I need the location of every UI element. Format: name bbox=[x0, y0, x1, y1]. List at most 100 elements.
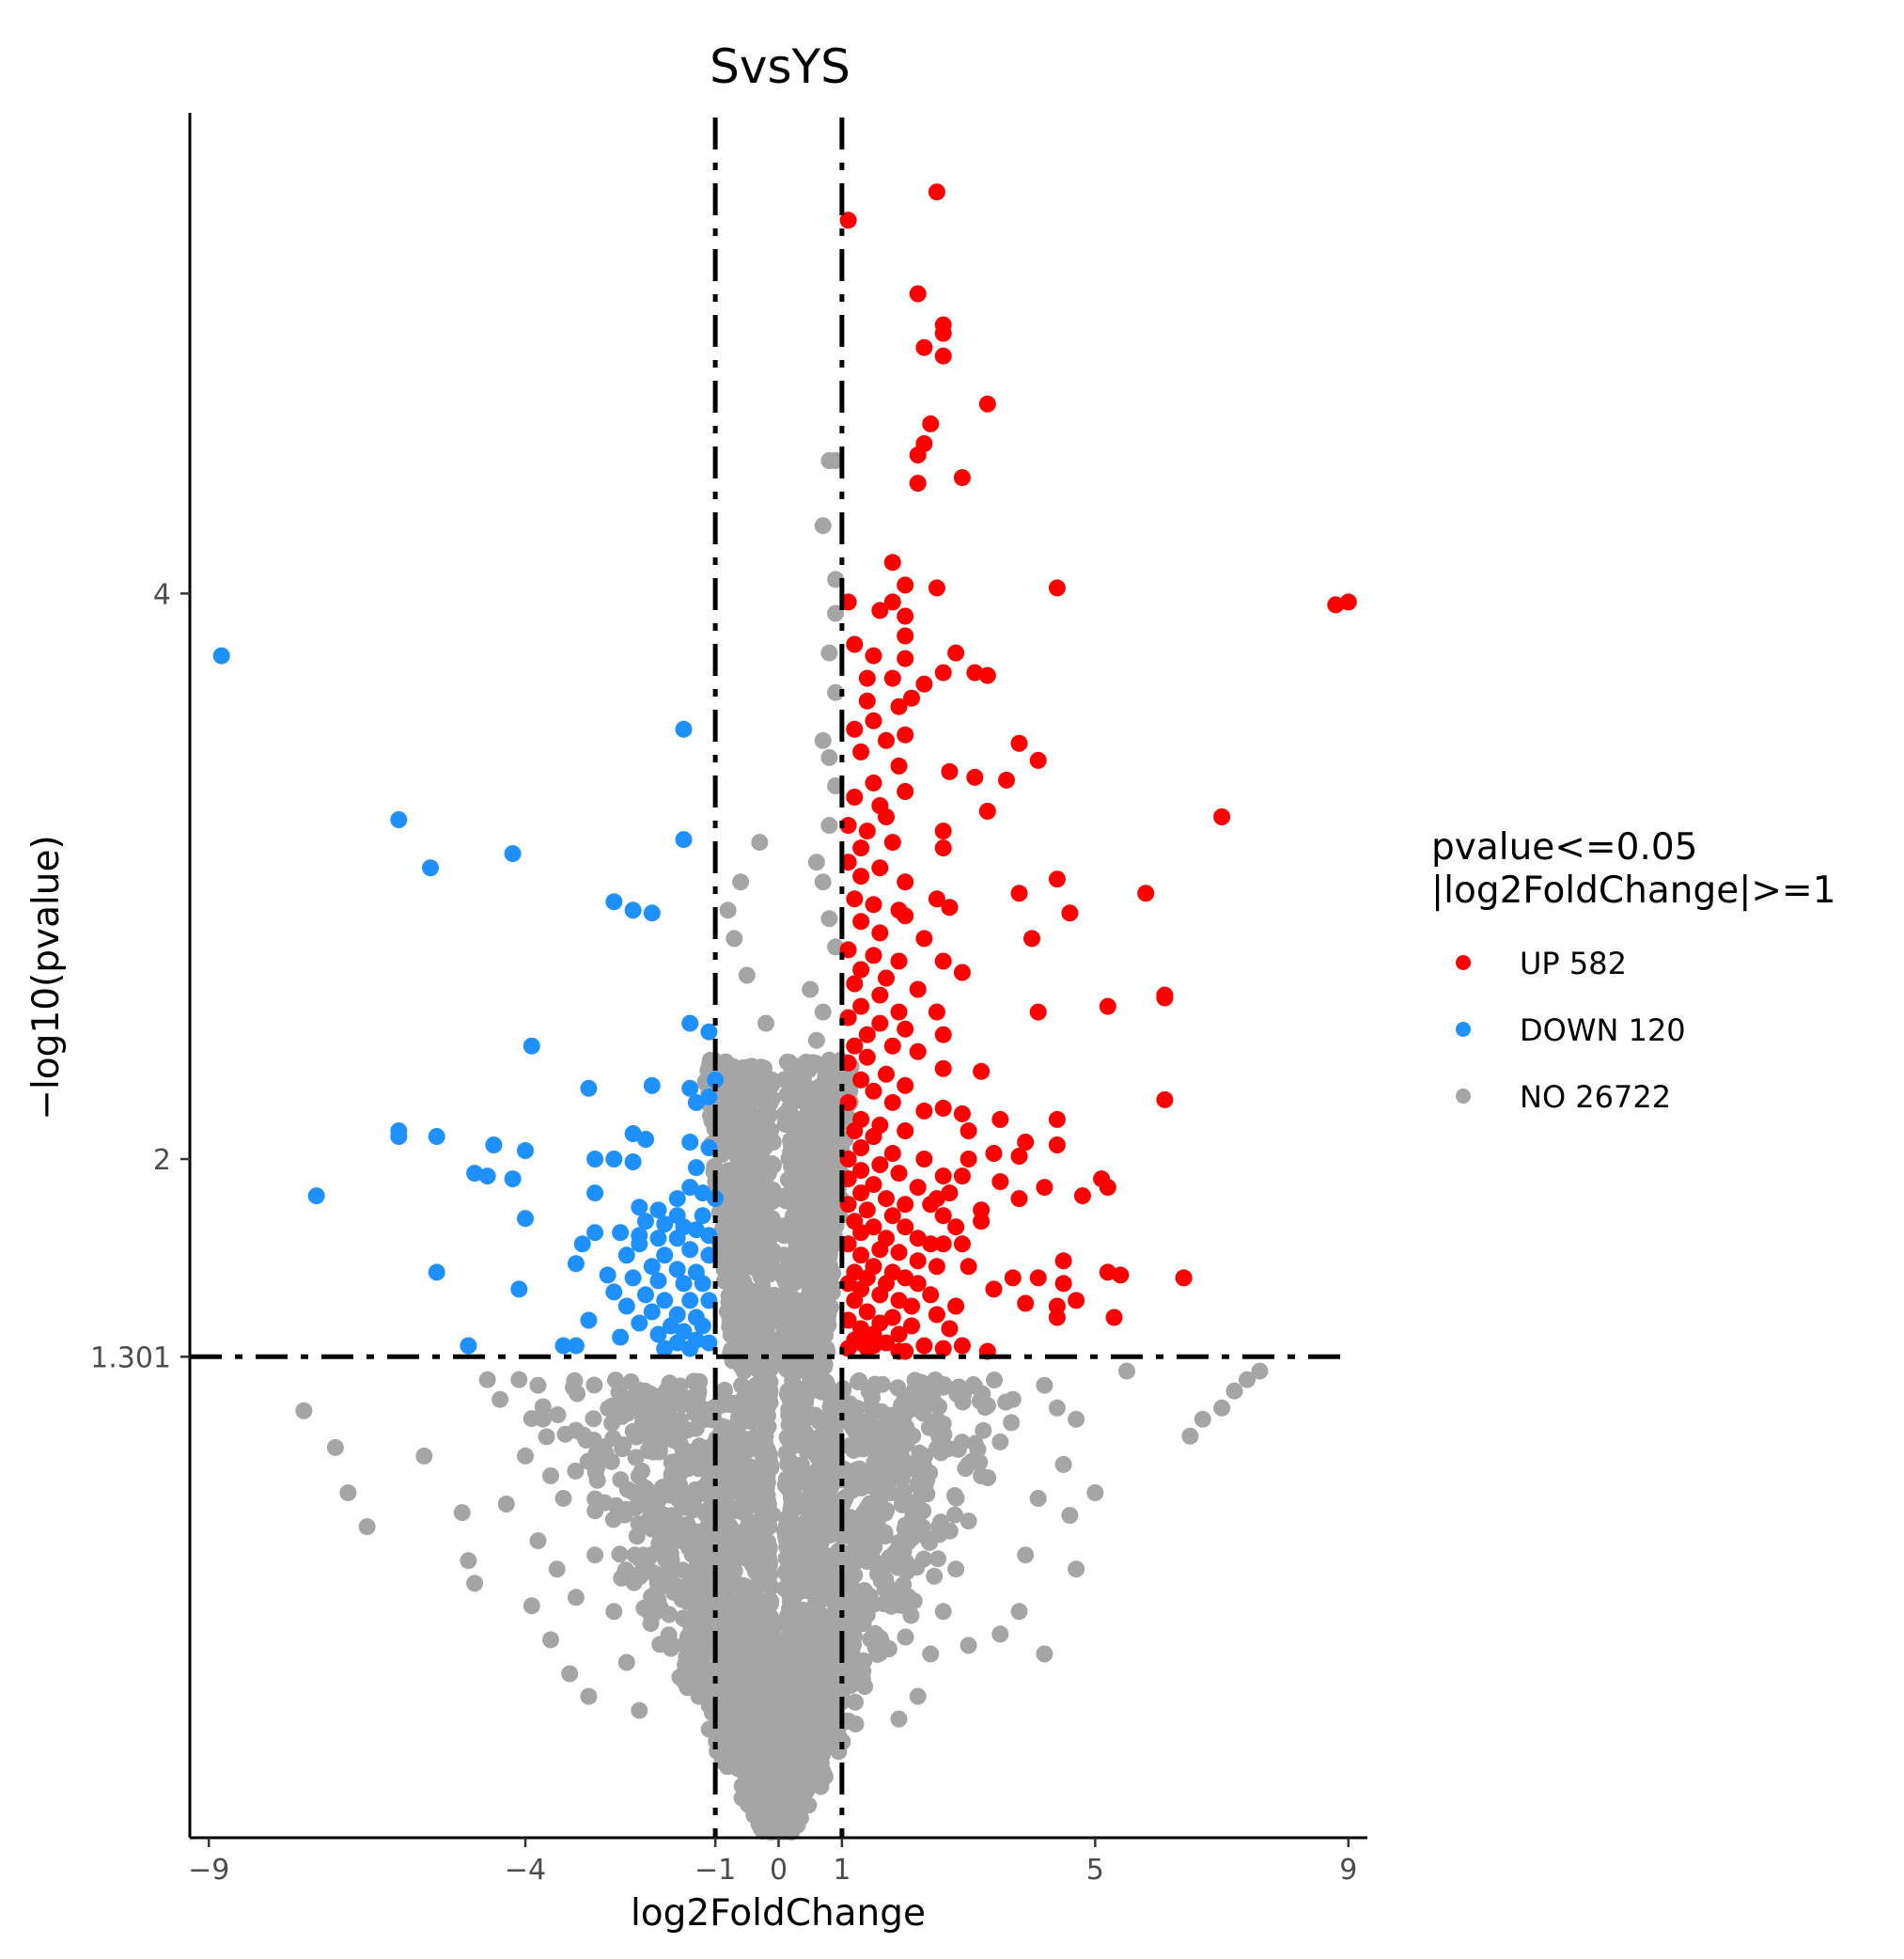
point-no bbox=[542, 1631, 559, 1649]
cloud-point bbox=[778, 1516, 795, 1534]
cloud-point bbox=[841, 1509, 859, 1527]
cloud-point bbox=[960, 1455, 977, 1473]
cloud-point bbox=[538, 1428, 555, 1446]
point-down bbox=[649, 1325, 667, 1343]
cloud-point bbox=[784, 1435, 802, 1453]
cloud-point bbox=[748, 1514, 766, 1532]
point-up bbox=[928, 890, 945, 908]
cloud-point bbox=[799, 1296, 817, 1314]
point-no bbox=[1004, 1390, 1022, 1408]
point-down bbox=[668, 1261, 686, 1278]
point-up bbox=[922, 1235, 940, 1253]
point-no bbox=[415, 1447, 433, 1465]
cloud-point bbox=[792, 1526, 809, 1544]
point-no bbox=[605, 1603, 623, 1621]
point-up bbox=[915, 338, 933, 356]
point-up bbox=[846, 890, 864, 908]
point-no bbox=[554, 1490, 572, 1507]
cloud-point bbox=[863, 1531, 881, 1549]
y-tick-label: 2 bbox=[153, 1144, 171, 1177]
cloud-point bbox=[671, 1435, 689, 1453]
point-up bbox=[897, 907, 914, 925]
point-up bbox=[883, 1093, 901, 1111]
point-no bbox=[567, 1589, 585, 1606]
cloud-point bbox=[567, 1462, 585, 1480]
point-up bbox=[883, 1309, 901, 1326]
point-up bbox=[852, 1071, 870, 1089]
point-down bbox=[428, 1128, 445, 1145]
cloud-point bbox=[657, 1399, 675, 1417]
cloud-point bbox=[748, 1461, 766, 1479]
cloud-point bbox=[725, 1394, 742, 1412]
point-down bbox=[656, 1292, 674, 1309]
cloud-point bbox=[695, 1662, 713, 1680]
cloud-point bbox=[745, 1350, 763, 1368]
point-no bbox=[529, 1376, 547, 1394]
point-down bbox=[624, 1125, 642, 1142]
cloud-point bbox=[907, 1394, 925, 1412]
point-up bbox=[846, 720, 864, 738]
point-up bbox=[865, 647, 882, 665]
cloud-point bbox=[761, 1094, 779, 1112]
point-up bbox=[928, 1306, 945, 1324]
cloud-point bbox=[975, 1421, 992, 1439]
point-no bbox=[757, 1014, 774, 1032]
cloud-point bbox=[915, 1550, 932, 1568]
point-down bbox=[631, 1199, 648, 1216]
point-up bbox=[953, 469, 971, 487]
cloud-point bbox=[757, 1744, 774, 1762]
x-axis-title: log2FoldChange bbox=[631, 1892, 926, 1935]
cloud-point bbox=[880, 1590, 897, 1607]
point-up bbox=[1048, 870, 1066, 888]
point-no bbox=[460, 1552, 477, 1570]
point-up bbox=[852, 961, 870, 979]
point-no bbox=[960, 1637, 977, 1654]
cloud-point bbox=[751, 1789, 769, 1807]
point-no bbox=[807, 854, 825, 871]
cloud-point bbox=[819, 1657, 836, 1675]
legend-label-up: UP 582 bbox=[1520, 946, 1627, 981]
cloud-point bbox=[831, 1575, 849, 1593]
cloud-point bbox=[647, 1487, 664, 1505]
cloud-point bbox=[628, 1528, 646, 1545]
point-no bbox=[820, 910, 838, 928]
cloud-point bbox=[747, 1209, 764, 1227]
point-no bbox=[788, 1116, 806, 1134]
cloud-point bbox=[635, 1599, 653, 1617]
point-no bbox=[744, 1065, 762, 1083]
cloud-point bbox=[934, 1415, 952, 1433]
cloud-point bbox=[786, 1651, 804, 1669]
point-up bbox=[1029, 751, 1047, 769]
point-down bbox=[643, 1258, 661, 1276]
point-up bbox=[928, 579, 945, 597]
cloud-point bbox=[746, 1699, 764, 1716]
point-down bbox=[580, 1079, 598, 1097]
point-up bbox=[1017, 1294, 1035, 1312]
cloud-point bbox=[607, 1371, 624, 1389]
point-up bbox=[871, 986, 889, 1004]
cloud-point bbox=[767, 1823, 785, 1841]
point-no bbox=[947, 1560, 965, 1578]
point-no bbox=[814, 731, 832, 749]
cloud-point bbox=[762, 1608, 780, 1626]
cloud-point bbox=[761, 1453, 778, 1471]
cloud-point bbox=[648, 1581, 666, 1599]
cloud-point bbox=[729, 1191, 747, 1209]
point-down bbox=[681, 1079, 699, 1097]
cloud-point bbox=[773, 1689, 790, 1707]
cloud-point bbox=[971, 1392, 989, 1410]
cloud-point bbox=[690, 1687, 708, 1705]
cloud-point bbox=[826, 1107, 844, 1125]
x-axis-ticks: −9 −4 −1 0 1 5 9 bbox=[188, 1838, 1357, 1887]
cloud-point bbox=[914, 1502, 932, 1520]
cloud-point bbox=[719, 1529, 737, 1547]
cloud-point bbox=[797, 1379, 815, 1397]
cloud-point bbox=[866, 1375, 884, 1393]
point-down bbox=[694, 1317, 711, 1335]
point-up bbox=[897, 1269, 914, 1287]
cloud-point bbox=[761, 1595, 779, 1613]
point-down bbox=[612, 1328, 630, 1346]
cloud-point bbox=[758, 1324, 776, 1342]
cloud-point bbox=[658, 1478, 676, 1496]
